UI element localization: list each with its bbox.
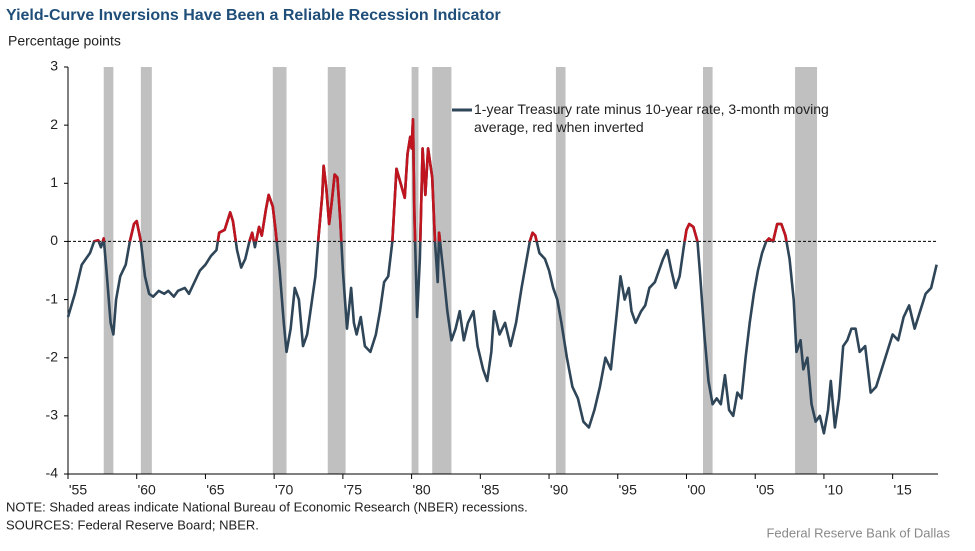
- y-tick-label: -3: [46, 407, 59, 423]
- x-tick-label: '05: [756, 482, 774, 498]
- y-tick-label: -4: [46, 465, 59, 481]
- x-tick-label: '15: [894, 482, 912, 498]
- y-tick-label: 2: [50, 116, 58, 132]
- recession-band: [555, 67, 566, 474]
- x-tick-label: '75: [344, 482, 362, 498]
- recession-band: [432, 67, 452, 474]
- legend-box: 1-year Treasury rate minus 10-year rate,…: [474, 101, 829, 135]
- x-tick-label: '85: [481, 482, 499, 498]
- y-tick-label: 3: [50, 58, 58, 74]
- y-tick-label: 0: [50, 232, 58, 248]
- recession-band: [140, 67, 152, 474]
- recession-band: [702, 67, 713, 474]
- recession-band: [327, 67, 346, 474]
- x-tick-label: '55: [69, 482, 87, 498]
- x-tick-label: '80: [412, 482, 430, 498]
- x-tick-label: '65: [206, 482, 224, 498]
- x-tick-label: '70: [275, 482, 293, 498]
- x-tick-label: '10: [825, 482, 843, 498]
- note: NOTE: Shaded areas indicate National Bur…: [6, 499, 528, 514]
- recession-band: [795, 67, 818, 474]
- sources: SOURCES: Federal Reserve Board; NBER.: [6, 517, 259, 532]
- y-tick-label: -1: [46, 290, 59, 306]
- recession-band: [103, 67, 114, 474]
- x-tick-label: '60: [138, 482, 156, 498]
- chart-title: Yield-Curve Inversions Have Been a Relia…: [6, 7, 501, 24]
- x-tick-label: '90: [550, 482, 568, 498]
- y-tick-label: 1: [50, 174, 58, 190]
- y-axis-label: Percentage points: [8, 33, 121, 49]
- credit: Federal Reserve Bank of Dallas: [766, 525, 950, 540]
- legend-label: 1-year Treasury rate minus 10-year rate,…: [474, 101, 829, 135]
- x-tick-label: '95: [619, 482, 637, 498]
- x-tick-label: '00: [687, 482, 705, 498]
- y-tick-label: -2: [46, 348, 59, 364]
- inverted-line: [92, 118, 788, 242]
